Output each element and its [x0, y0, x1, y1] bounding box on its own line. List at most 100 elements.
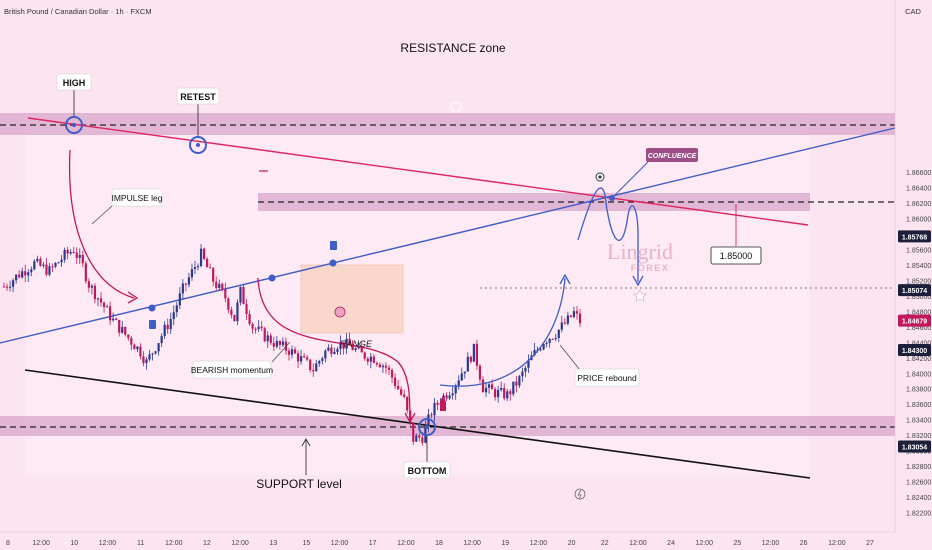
range-box: [300, 264, 404, 334]
lightning-glyph: [577, 489, 582, 500]
candle-body: [78, 254, 81, 258]
bearish-momentum-arrowhead: [404, 412, 416, 424]
candle-body: [245, 304, 248, 314]
candle-body: [460, 373, 463, 381]
price-label-text: 1.85768: [902, 234, 927, 241]
impulse-leg-arrowhead: [127, 291, 139, 304]
candle-body: [178, 293, 181, 306]
price-rebound-arrowhead: [559, 273, 571, 285]
candle-body: [378, 364, 382, 368]
time-tick-label: 12:00: [530, 540, 548, 547]
candle-body: [336, 348, 339, 352]
candle-body: [457, 380, 460, 386]
candle-body: [30, 269, 33, 273]
candle-body: [533, 349, 536, 356]
candle-body: [448, 395, 451, 399]
confluence-dot: [609, 195, 615, 201]
bottom-circle-dot: [425, 425, 429, 429]
time-tick-label: 8: [6, 540, 10, 547]
price-label-badge: [898, 440, 931, 453]
candle-body: [263, 328, 266, 342]
candle-body: [542, 343, 545, 350]
time-tick-label: 12:00: [629, 540, 647, 547]
candle-body: [293, 349, 297, 354]
candle-body: [527, 360, 530, 368]
time-tick-label: 22: [601, 540, 609, 547]
watermark-sub: FOREX: [631, 263, 670, 273]
candle-body: [39, 258, 42, 266]
candle-body: [312, 370, 315, 372]
price-tick-label: 1.85000: [906, 294, 931, 301]
candle-body: [515, 381, 518, 386]
rebound-connector: [559, 344, 581, 371]
candle-body: [87, 281, 90, 288]
candle-body: [157, 343, 160, 352]
impulse-leg-label: IMPULSE leg: [111, 193, 162, 203]
candle-body: [260, 326, 263, 329]
price-tick-label: 1.86000: [906, 216, 931, 223]
candle-body: [275, 341, 278, 347]
price-tick-label: 1.85200: [906, 278, 931, 285]
candle-body: [454, 385, 457, 394]
time-tick-label: 15: [302, 540, 310, 547]
candle-body: [327, 347, 330, 351]
candle-body: [115, 318, 118, 320]
candle-body: [109, 306, 112, 321]
candle-body: [145, 359, 148, 364]
candle-body: [181, 283, 184, 294]
candle-body: [490, 384, 494, 390]
time-tick-label: 24: [667, 540, 675, 547]
high-circle-dot: [72, 123, 76, 127]
price-tick-label: 1.85600: [906, 247, 931, 254]
watermark-main: Lingrid: [607, 239, 673, 264]
candle-body: [360, 346, 363, 353]
candle-body: [163, 324, 166, 337]
candle-body: [269, 335, 272, 344]
bearish-momentum-arrow: [257, 277, 411, 421]
price-label-badge: [898, 284, 931, 297]
lightning-icon: [574, 488, 586, 500]
price-label-badge: [898, 230, 931, 243]
candle-body: [366, 358, 369, 362]
candle-body: [578, 313, 582, 324]
channel-shading: [25, 115, 809, 475]
time-axis-background: [0, 532, 895, 550]
bottom-circle: [418, 418, 436, 436]
candle-body: [102, 302, 106, 308]
candle-body: [239, 286, 242, 303]
candle-body: [572, 311, 576, 317]
candle-body: [96, 298, 100, 300]
candle-body: [503, 387, 506, 399]
candle-body: [75, 252, 78, 258]
trend-touch-dot-3: [329, 259, 337, 267]
candle-body: [548, 338, 551, 343]
time-tick-label: 12:00: [695, 540, 713, 547]
price-tick-label: 1.83600: [906, 402, 931, 409]
candle-body: [136, 346, 139, 350]
candle-body: [233, 314, 236, 322]
price-tick-label: 1.82200: [906, 511, 931, 518]
eye-pupil-icon: [598, 175, 602, 179]
candle-body: [130, 338, 133, 345]
price-label-badge: [898, 344, 931, 357]
time-tick-label: 12:00: [99, 540, 117, 547]
candle-body: [299, 356, 303, 362]
bearish-momentum-box: [192, 360, 272, 379]
candle-body: [175, 305, 178, 313]
price-tick-label: 1.84000: [906, 371, 931, 378]
retest-circle-dot: [196, 143, 200, 147]
time-tick-label: 12:00: [397, 540, 415, 547]
candle-body: [381, 365, 385, 368]
retest-circle: [189, 136, 207, 154]
candle-body: [372, 356, 375, 363]
bearish-momentum-label: BEARISH momentum: [191, 365, 273, 375]
candle-body: [172, 312, 175, 320]
candle-body: [190, 269, 194, 278]
high-label-box: [56, 73, 92, 91]
candle-body: [575, 311, 579, 314]
candle-body: [369, 356, 372, 362]
candle-body: [11, 280, 15, 287]
candle-body: [236, 302, 239, 322]
